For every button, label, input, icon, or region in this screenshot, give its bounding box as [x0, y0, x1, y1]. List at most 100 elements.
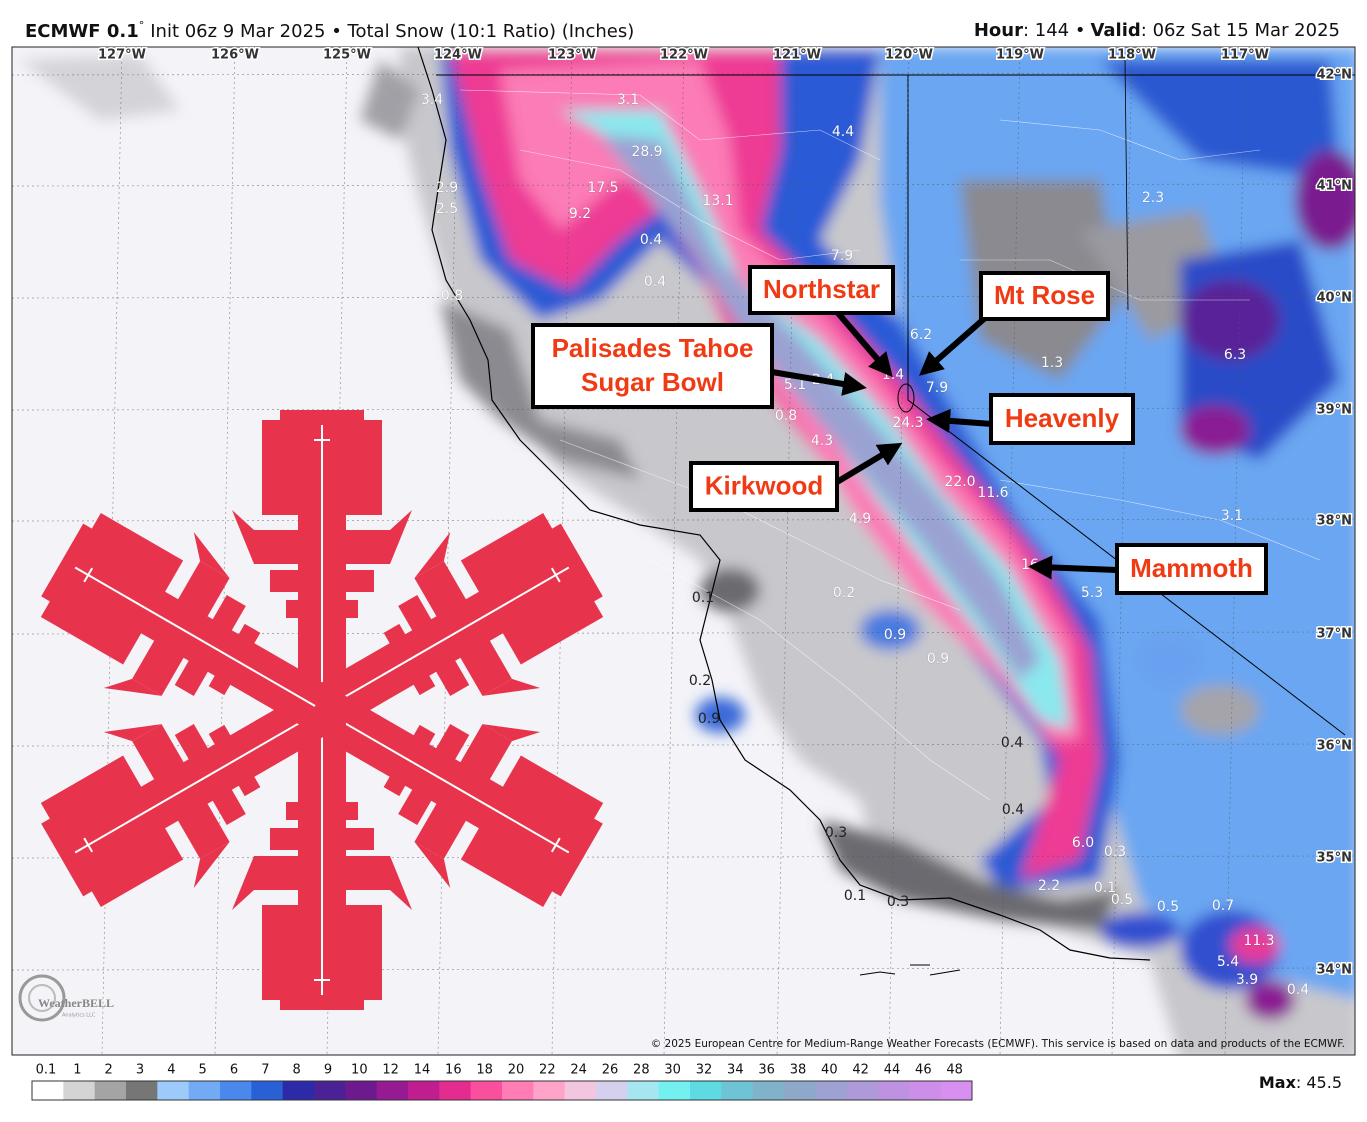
latitude-label: 37°N — [1317, 627, 1352, 642]
colorbar-segment — [188, 1081, 221, 1100]
map-value: 0.4 — [1287, 982, 1309, 998]
colorbar-segment — [282, 1081, 315, 1100]
lake-tahoe — [897, 383, 915, 413]
map-frame — [11, 46, 1356, 1056]
colorbar-segment — [94, 1081, 127, 1100]
colorbar-segment — [439, 1081, 472, 1100]
colorbar-segment — [470, 1081, 503, 1100]
longitude-label: 124°W — [434, 48, 482, 63]
callout-arrow — [1028, 555, 1118, 580]
colorbar-tick-label: 10 — [351, 1063, 368, 1078]
longitude-label: 123°W — [548, 48, 596, 63]
callout-arrow — [771, 369, 867, 396]
longitude-label: 122°W — [660, 48, 708, 63]
county-lines — [459, 89, 1321, 801]
resort-name: Northstar — [763, 274, 880, 304]
map-value: 13.1 — [702, 193, 733, 209]
latitude-label: 41°N — [1317, 179, 1352, 194]
resort-name: Kirkwood — [705, 470, 823, 500]
hour-label: Hour — [974, 20, 1023, 41]
colorbar: 0.1 1 2 3 4 5 6 7 8 9 10 12 14 16 18 20 22 24 26 28 30 32 34 36… — [31, 1063, 973, 1101]
map-value: 17.5 — [587, 180, 618, 196]
latitude-label: 42°N — [1317, 68, 1352, 83]
snowflake-part — [280, 410, 364, 430]
weatherbell-logo: WeatherBELL Analytics LLC — [18, 974, 114, 1022]
parallel — [12, 295, 1355, 299]
colorbar-tick-label: 48 — [946, 1063, 963, 1078]
colorbar-tick-label: 7 — [261, 1063, 269, 1078]
snowflake-part — [390, 856, 412, 910]
hour-text: : 144 • — [1023, 20, 1085, 41]
callout-arrow — [926, 408, 993, 433]
colorbar-segment — [32, 1081, 64, 1100]
map-value: 0.4 — [1002, 802, 1024, 818]
logo-subtitle: Analytics LLC — [62, 1013, 96, 1019]
snowflake-part — [41, 523, 101, 607]
colorbar-segment — [502, 1081, 534, 1100]
parallel — [12, 183, 1355, 187]
valid-text: : 06z Sat 15 Mar 2025 — [1141, 20, 1340, 41]
map-value: 11.6 — [977, 485, 1008, 501]
colorbar-tick-label: 0.1 — [36, 1063, 57, 1078]
latitude-label: 38°N — [1317, 514, 1352, 529]
colorbar-tick-label: 14 — [414, 1063, 431, 1078]
colorbar-segment — [752, 1081, 785, 1100]
colorbar-tick-label: 24 — [570, 1063, 587, 1078]
colorbar-tick-label: 22 — [539, 1063, 556, 1078]
colorbar-tick-label: 46 — [915, 1063, 932, 1078]
colorbar-tick-label: 6 — [230, 1063, 238, 1078]
logo-name: WeatherBELL — [38, 996, 114, 1010]
snow-field — [20, 47, 1355, 1055]
valid-label: Valid — [1090, 20, 1140, 41]
map-value: 4.4 — [832, 124, 854, 140]
colorbar-segment — [314, 1081, 346, 1100]
colorbar-segment — [408, 1081, 440, 1100]
latitude-label: 39°N — [1317, 403, 1352, 418]
map-value: 0.8 — [441, 288, 463, 304]
map-values: 3.4 3.1 4.4 28.9 2.9 17.5 13.1 2.3 9.2 2.5 0.4 7.9 0… — [421, 92, 1310, 999]
snowflake-line — [83, 567, 94, 583]
snowflake-line — [550, 837, 561, 853]
map-value: 0.7 — [1212, 898, 1234, 914]
resort-name: Mammoth — [1130, 553, 1253, 583]
resort-name: Heavenly — [1005, 403, 1120, 433]
state-line — [907, 75, 1346, 736]
meridian — [437, 47, 459, 1055]
resort-name: Mt Rose — [994, 280, 1095, 310]
resort-name: Palisades Tahoe — [552, 333, 754, 363]
colorbar-tick-label: 42 — [852, 1063, 869, 1078]
map-value: 5.4 — [1217, 954, 1239, 970]
meridian — [999, 47, 1021, 1055]
logo-swirl — [28, 984, 56, 1012]
colorbar-tick-label: 16 — [445, 1063, 462, 1078]
map-value: 2.3 — [1142, 190, 1164, 206]
colorbar-frame — [31, 1080, 973, 1101]
colorbar-tick-label: 28 — [633, 1063, 650, 1078]
map-value: 0.5 — [1111, 892, 1133, 908]
latitude-label: 40°N — [1317, 291, 1352, 306]
colorbar-tick-label: 4 — [167, 1063, 175, 1078]
colorbar-tick-label: 12 — [382, 1063, 399, 1078]
map-value: 0.5 — [1157, 899, 1179, 915]
longitude-label: 127°W — [98, 48, 146, 63]
snowflake-part — [280, 990, 364, 1010]
map-value: 0.2 — [689, 673, 711, 689]
map-value: 0.3 — [825, 825, 847, 841]
map-value: 4.3 — [811, 433, 833, 449]
map-value: 0.9 — [927, 651, 949, 667]
longitude-label: 126°W — [211, 48, 259, 63]
snowflake-part — [390, 510, 412, 564]
map-value: 6.3 — [1224, 347, 1246, 363]
parallel — [12, 855, 1355, 859]
map-value: 1.4 — [882, 367, 904, 383]
snowflake-part — [41, 813, 101, 897]
logo-swirl — [18, 974, 66, 1022]
latitude-label: 34°N — [1317, 963, 1352, 978]
map-value: 24.3 — [892, 415, 923, 431]
description: Init 06z 9 Mar 2025 • Total Snow (10:1 R… — [150, 21, 634, 42]
callout-box — [989, 393, 1135, 445]
resort-callouts: Northstar Mt Rose Palisades Tahoe Sugar Bow… — [531, 265, 1268, 595]
parallel — [12, 631, 1355, 635]
colorbar-tick-label: 38 — [790, 1063, 807, 1078]
colorbar-segment — [596, 1081, 628, 1100]
